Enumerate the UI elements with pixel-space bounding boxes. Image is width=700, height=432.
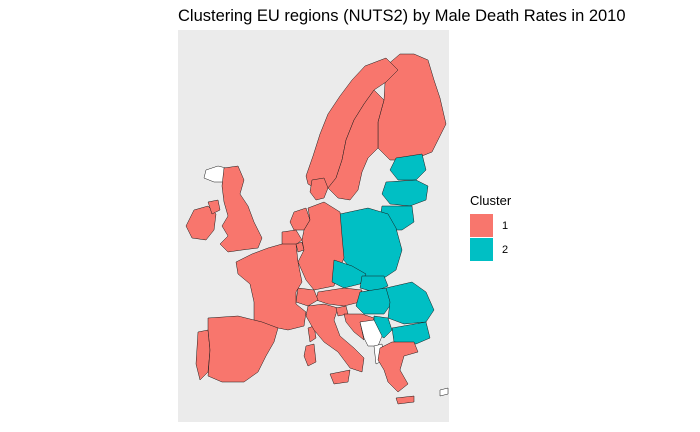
czechia-region bbox=[331, 259, 367, 289]
austria-region bbox=[315, 287, 363, 307]
crete-region bbox=[395, 395, 415, 405]
sardinia-region bbox=[303, 343, 317, 367]
belgium-region bbox=[281, 229, 303, 247]
legend-item-2: 2 bbox=[470, 238, 511, 261]
legend-label-2: 2 bbox=[502, 243, 509, 256]
great-britain-region bbox=[219, 165, 263, 253]
greece-region bbox=[377, 341, 419, 393]
legend-item-1: 1 bbox=[470, 214, 511, 237]
map-panel bbox=[178, 30, 449, 422]
cyprus-region bbox=[439, 387, 449, 397]
legend-title: Cluster bbox=[470, 193, 512, 208]
legend-label-1: 1 bbox=[502, 219, 509, 232]
spain-region bbox=[207, 315, 279, 383]
latvia-region bbox=[381, 179, 429, 207]
northern-ireland-region bbox=[207, 199, 221, 215]
switzerland-region bbox=[295, 287, 319, 307]
sicily-region bbox=[329, 369, 351, 385]
legend-key-2 bbox=[470, 238, 493, 261]
map-title: Clustering EU regions (NUTS2) by Male De… bbox=[178, 7, 626, 25]
legend-key-1 bbox=[470, 214, 493, 237]
legend: Cluster 1 2 bbox=[470, 193, 511, 262]
bulgaria-region bbox=[391, 321, 431, 345]
denmark-region bbox=[309, 177, 329, 201]
ireland-region bbox=[185, 205, 217, 241]
france-region bbox=[235, 243, 307, 331]
sweden-region bbox=[327, 89, 385, 201]
